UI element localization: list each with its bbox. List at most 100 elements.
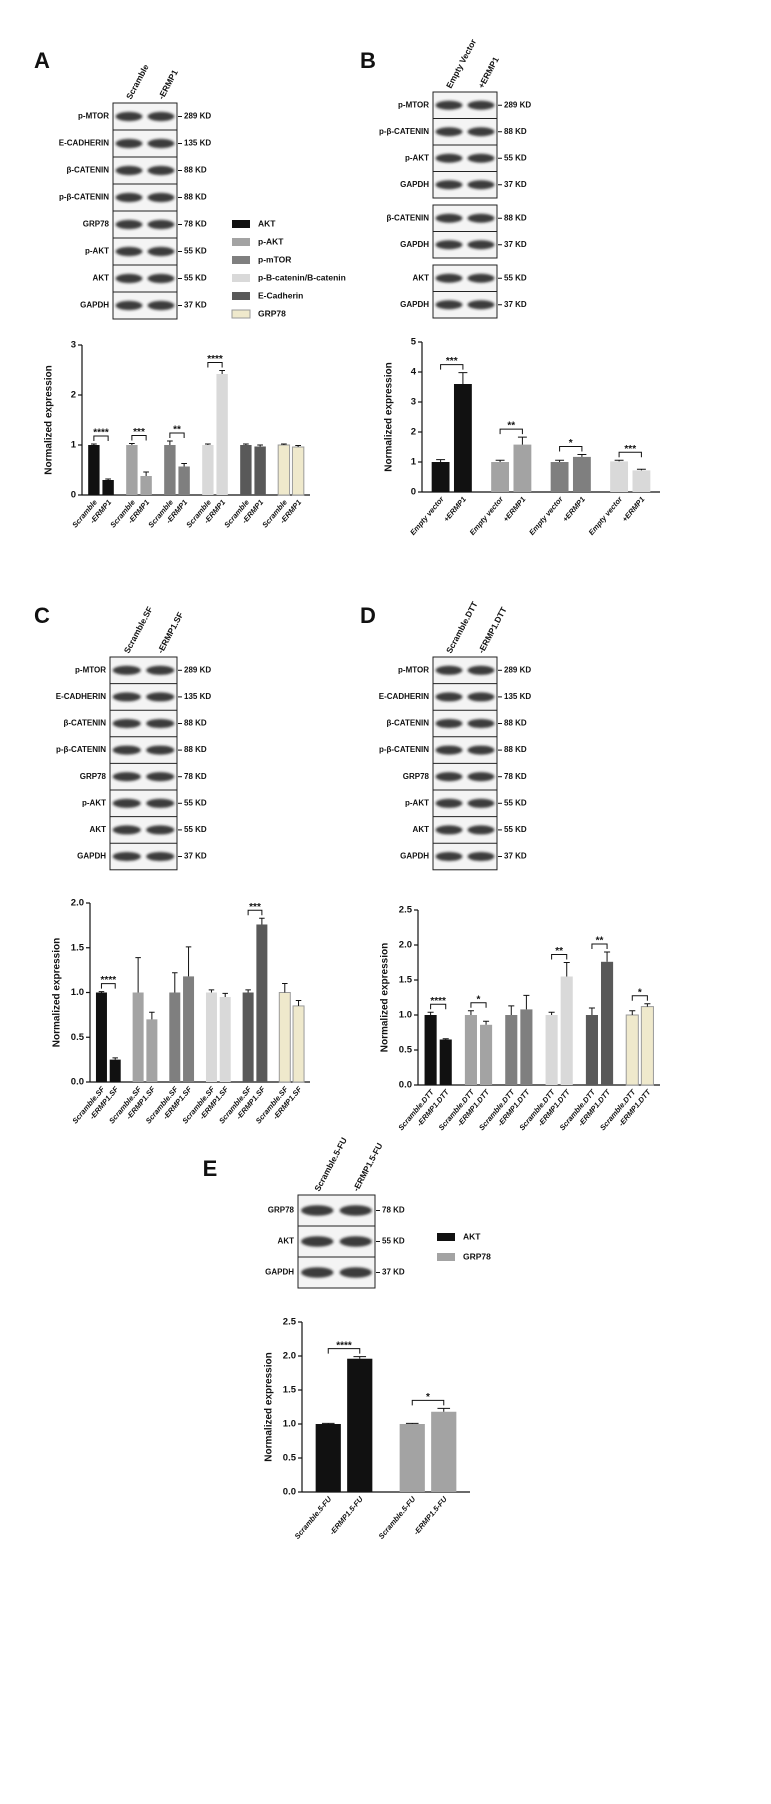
error-bar bbox=[129, 443, 135, 445]
protein-label: GRP78 bbox=[80, 772, 107, 781]
bar bbox=[625, 1014, 639, 1086]
protein-label: GAPDH bbox=[265, 1268, 294, 1277]
error-bar bbox=[563, 962, 570, 977]
significance-bracket bbox=[207, 362, 223, 368]
error-bar bbox=[149, 1011, 155, 1020]
y-axis-label: Normalized expression bbox=[384, 362, 395, 471]
error-bar bbox=[245, 989, 251, 993]
y-tick-label: 1 bbox=[411, 457, 417, 468]
error-bar bbox=[467, 1010, 474, 1015]
size-label: 88 KD bbox=[504, 213, 527, 222]
error-bar bbox=[517, 436, 527, 445]
protein-label: GAPDH bbox=[400, 300, 429, 309]
x-tick-label: +ERMP1 bbox=[561, 495, 587, 524]
error-bar bbox=[243, 443, 249, 445]
legend-swatch bbox=[437, 1233, 455, 1241]
protein-label: β-CATENIN bbox=[66, 166, 109, 175]
size-label: 88 KD bbox=[184, 745, 207, 754]
band bbox=[112, 692, 141, 702]
x-tick-label: Scramble.5-FU bbox=[293, 1494, 334, 1540]
error-bar bbox=[112, 1057, 118, 1060]
band bbox=[147, 300, 175, 311]
significance-label: ** bbox=[173, 425, 181, 436]
protein-label: p-AKT bbox=[82, 798, 106, 807]
lane-label: Scramble.5-FU bbox=[312, 1136, 349, 1193]
size-label: 55 KD bbox=[184, 798, 207, 807]
significance-label: **** bbox=[93, 428, 109, 439]
protein-label: β-CATENIN bbox=[386, 213, 429, 222]
bar bbox=[291, 446, 305, 496]
size-label: 88 KD bbox=[504, 719, 527, 728]
bar bbox=[572, 456, 591, 492]
band bbox=[115, 273, 143, 284]
size-label: 88 KD bbox=[504, 127, 527, 136]
band bbox=[435, 745, 463, 755]
y-tick-label: 1.5 bbox=[71, 942, 85, 953]
error-bar bbox=[321, 1422, 335, 1424]
bar bbox=[505, 1015, 518, 1085]
x-tick-label: Empty vector bbox=[468, 494, 506, 537]
protein-label: p-AKT bbox=[405, 798, 429, 807]
protein-label: AKT bbox=[90, 825, 107, 834]
bar bbox=[550, 462, 569, 492]
legend-swatch bbox=[437, 1253, 455, 1261]
bar bbox=[560, 976, 573, 1085]
protein-label: GAPDH bbox=[80, 301, 109, 310]
protein-label: GRP78 bbox=[83, 220, 110, 229]
error-bar bbox=[629, 1010, 636, 1015]
band bbox=[339, 1267, 372, 1278]
legend-label: p-AKT bbox=[258, 236, 284, 246]
size-label: 37 KD bbox=[504, 852, 527, 861]
x-tick-label: +ERMP1 bbox=[442, 495, 468, 524]
protein-label: p-MTOR bbox=[75, 665, 106, 674]
bar bbox=[601, 961, 614, 1085]
error-bar bbox=[436, 459, 446, 462]
bar bbox=[545, 1015, 558, 1085]
band bbox=[467, 240, 495, 250]
error-bar bbox=[523, 994, 530, 1010]
band bbox=[146, 851, 175, 862]
error-bar bbox=[508, 1005, 515, 1015]
significance-label: ** bbox=[507, 421, 515, 432]
significance-bracket bbox=[93, 435, 109, 441]
legend-label: AKT bbox=[258, 218, 276, 228]
error-bar bbox=[181, 463, 187, 467]
band bbox=[339, 1205, 372, 1216]
size-label: 88 KD bbox=[184, 166, 207, 175]
size-label: 55 KD bbox=[382, 1237, 405, 1246]
bar bbox=[292, 1005, 305, 1083]
band bbox=[115, 300, 143, 311]
bar bbox=[146, 1019, 158, 1082]
error-bar bbox=[91, 443, 97, 445]
y-tick-label: 2.0 bbox=[71, 898, 84, 909]
significance-label: *** bbox=[133, 427, 145, 438]
size-label: 289 KD bbox=[504, 665, 531, 674]
size-label: 55 KD bbox=[504, 825, 527, 834]
protein-label: p-AKT bbox=[85, 247, 109, 256]
bar bbox=[315, 1424, 341, 1492]
protein-label: p-β-CATENIN bbox=[379, 127, 429, 136]
legend-swatch bbox=[232, 292, 250, 300]
band bbox=[146, 692, 175, 702]
x-tick-label: -ERMP1.5-FU bbox=[328, 1494, 366, 1536]
bar bbox=[242, 992, 254, 1082]
lane-label: Empty Vector bbox=[444, 37, 479, 90]
significance-label: * bbox=[426, 1392, 430, 1403]
significance-bracket bbox=[411, 1399, 445, 1406]
band bbox=[467, 127, 495, 137]
significance-bracket bbox=[247, 909, 263, 916]
band bbox=[467, 745, 495, 755]
y-tick-label: 3 bbox=[71, 340, 76, 351]
band bbox=[147, 138, 175, 149]
y-tick-label: 4 bbox=[411, 367, 417, 378]
size-label: 55 KD bbox=[184, 274, 207, 283]
protein-label: AKT bbox=[278, 1237, 295, 1246]
band bbox=[146, 665, 175, 675]
band bbox=[435, 798, 463, 808]
significance-bracket bbox=[618, 451, 642, 458]
lane-label: -ERMP1.DTT bbox=[476, 605, 509, 655]
significance-label: *** bbox=[624, 444, 636, 455]
protein-label: E-CADHERIN bbox=[56, 692, 106, 701]
significance-label: **** bbox=[101, 975, 117, 986]
band bbox=[147, 192, 175, 203]
